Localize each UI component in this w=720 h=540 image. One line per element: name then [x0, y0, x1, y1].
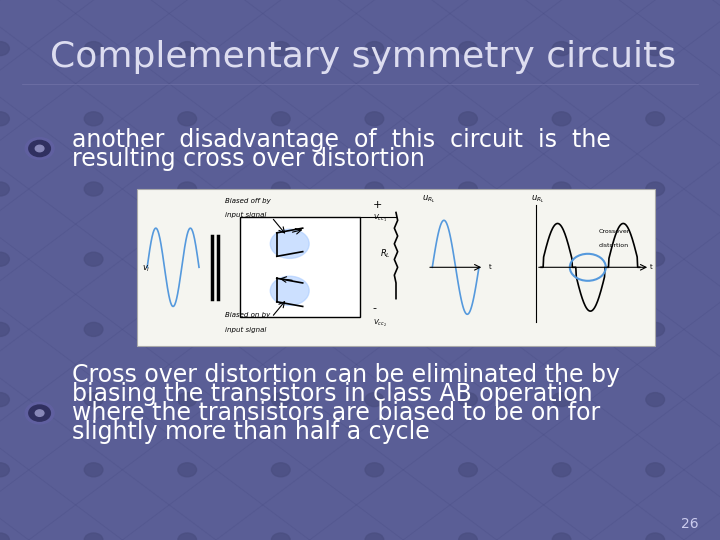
Circle shape [365, 533, 384, 540]
Circle shape [84, 533, 103, 540]
Circle shape [646, 463, 665, 477]
Text: 26: 26 [681, 517, 698, 531]
Circle shape [646, 112, 665, 126]
Text: where the transistors are biased to be on for: where the transistors are biased to be o… [72, 401, 600, 425]
Text: t: t [650, 264, 653, 270]
Circle shape [0, 393, 9, 407]
Circle shape [459, 463, 477, 477]
Circle shape [271, 533, 290, 540]
Text: biasing the transistors in class AB operation: biasing the transistors in class AB oper… [72, 382, 593, 406]
Circle shape [365, 182, 384, 196]
Text: $u_{R_L}$: $u_{R_L}$ [531, 193, 544, 205]
Circle shape [459, 322, 477, 336]
Circle shape [552, 322, 571, 336]
Text: $u_{R_L}$: $u_{R_L}$ [422, 193, 436, 205]
Text: $v_i$: $v_i$ [142, 264, 150, 274]
Circle shape [35, 410, 44, 416]
Circle shape [84, 322, 103, 336]
Text: resulting cross over distortion: resulting cross over distortion [72, 147, 425, 171]
Circle shape [271, 42, 290, 56]
Bar [137, 189, 655, 346]
Text: -: - [373, 303, 377, 313]
Circle shape [84, 393, 103, 407]
Circle shape [646, 322, 665, 336]
Circle shape [29, 140, 50, 157]
Circle shape [459, 393, 477, 407]
Circle shape [0, 42, 9, 56]
Circle shape [646, 533, 665, 540]
Circle shape [365, 252, 384, 266]
Circle shape [271, 112, 290, 126]
Circle shape [552, 393, 571, 407]
Text: another  disadvantage  of  this  circuit  is  the: another disadvantage of this circuit is … [72, 129, 611, 152]
Circle shape [552, 463, 571, 477]
Text: t: t [490, 264, 492, 270]
Circle shape [365, 322, 384, 336]
Circle shape [271, 322, 290, 336]
Circle shape [0, 112, 9, 126]
Circle shape [35, 145, 44, 152]
Circle shape [552, 112, 571, 126]
Circle shape [178, 393, 197, 407]
Circle shape [552, 42, 571, 56]
Circle shape [178, 463, 197, 477]
Circle shape [84, 182, 103, 196]
Circle shape [178, 112, 197, 126]
Circle shape [271, 182, 290, 196]
Text: Complementary symmetry circuits: Complementary symmetry circuits [50, 40, 677, 73]
Circle shape [646, 42, 665, 56]
Circle shape [178, 322, 197, 336]
Circle shape [84, 112, 103, 126]
Text: $V_{cc_1}$: $V_{cc_1}$ [373, 213, 387, 224]
Circle shape [270, 229, 309, 258]
Text: $R_L$: $R_L$ [380, 247, 391, 260]
Text: slightly more than half a cycle: slightly more than half a cycle [72, 420, 430, 444]
Circle shape [459, 533, 477, 540]
Circle shape [552, 252, 571, 266]
Circle shape [271, 463, 290, 477]
Circle shape [646, 393, 665, 407]
Text: distortion: distortion [598, 243, 629, 248]
Circle shape [459, 112, 477, 126]
Circle shape [0, 463, 9, 477]
Circle shape [84, 42, 103, 56]
Circle shape [459, 42, 477, 56]
Circle shape [0, 252, 9, 266]
Text: input signal: input signal [225, 326, 266, 333]
Text: $V_{cc_2}$: $V_{cc_2}$ [373, 318, 387, 329]
Circle shape [552, 182, 571, 196]
Circle shape [365, 112, 384, 126]
Circle shape [459, 252, 477, 266]
Circle shape [84, 252, 103, 266]
Text: Cross over distortion can be eliminated the by: Cross over distortion can be eliminated … [72, 363, 620, 387]
Circle shape [29, 405, 50, 421]
Circle shape [365, 393, 384, 407]
Circle shape [25, 402, 54, 424]
Circle shape [365, 463, 384, 477]
Text: Biased off by: Biased off by [225, 198, 271, 204]
Circle shape [178, 533, 197, 540]
Bar [240, 217, 360, 318]
Circle shape [459, 182, 477, 196]
Circle shape [646, 252, 665, 266]
Text: Biased on by: Biased on by [225, 313, 270, 319]
Circle shape [178, 252, 197, 266]
Circle shape [25, 138, 54, 159]
Circle shape [0, 182, 9, 196]
Text: +: + [373, 200, 382, 210]
Circle shape [178, 182, 197, 196]
Circle shape [552, 533, 571, 540]
Circle shape [178, 42, 197, 56]
Circle shape [0, 322, 9, 336]
Circle shape [365, 42, 384, 56]
Circle shape [84, 463, 103, 477]
Circle shape [270, 276, 309, 306]
Circle shape [271, 393, 290, 407]
Circle shape [271, 252, 290, 266]
Text: Crossover: Crossover [598, 229, 629, 234]
Circle shape [646, 182, 665, 196]
Circle shape [0, 533, 9, 540]
Text: input signal: input signal [225, 212, 266, 218]
